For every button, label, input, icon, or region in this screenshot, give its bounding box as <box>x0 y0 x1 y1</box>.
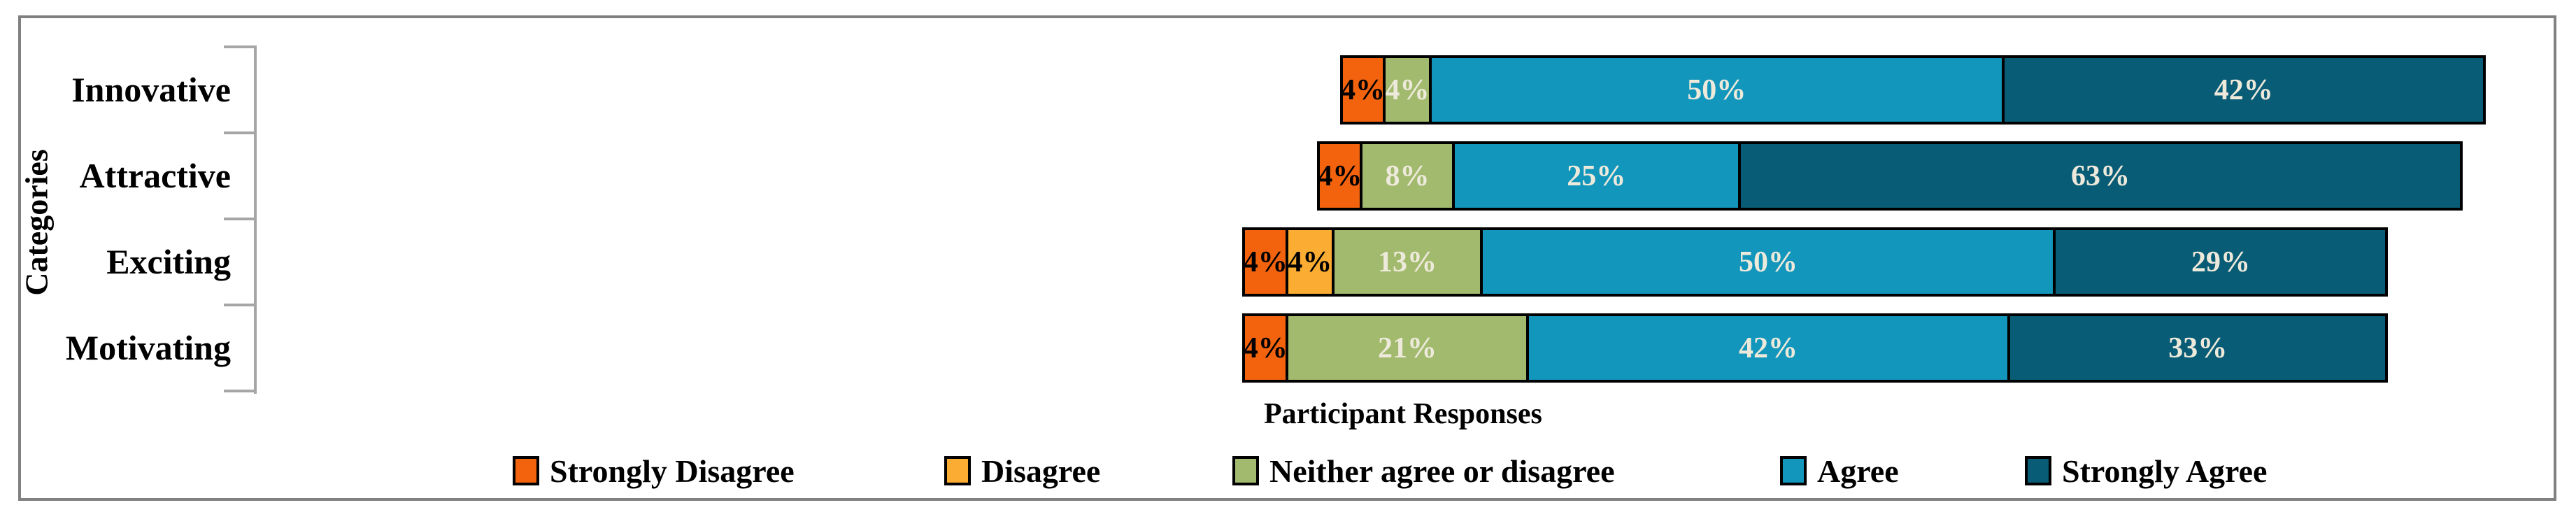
bar-segment-value: 13% <box>1377 246 1437 278</box>
bar-segment: 25% <box>1454 141 1741 211</box>
bar-segment-value: 4% <box>1385 73 1430 106</box>
bar-row-attractive: 4% 8% 25% 63% <box>1316 141 2463 211</box>
category-label-motivating: Motivating <box>65 328 231 367</box>
category-label-innovative: Innovative <box>71 70 231 109</box>
bar-row-motivating: 4% 21% 42% 33% <box>1242 313 2389 383</box>
bar-segment-value: 25% <box>1567 159 1626 192</box>
chart-frame <box>18 15 2556 501</box>
bar-segment-value: 8% <box>1385 159 1430 192</box>
y-axis-line <box>254 47 257 394</box>
legend-label: Agree <box>1817 453 1899 489</box>
legend-swatch-icon <box>944 456 971 485</box>
bar-segment: 50% <box>1483 227 2056 297</box>
bar-segment: 50% <box>1431 55 2005 125</box>
bar-segment-value: 33% <box>2168 332 2228 364</box>
y-axis-tick <box>224 390 257 392</box>
y-axis-tick <box>224 218 257 220</box>
bar-segment: 4% <box>1386 55 1432 125</box>
bar-segment: 42% <box>2004 55 2486 125</box>
legend-swatch-icon <box>1232 456 1259 485</box>
bar-segment: 8% <box>1362 141 1455 211</box>
bar-segment-value: 42% <box>1738 332 1798 364</box>
bar-segment-value: 4% <box>1340 73 1385 106</box>
x-axis-title: Participant Responses <box>1264 398 1542 430</box>
bar-segment: 63% <box>1741 141 2463 211</box>
bar-segment-value: 63% <box>2070 159 2130 192</box>
bar-segment: 4% <box>1288 227 1335 297</box>
y-axis-tick <box>224 45 257 48</box>
legend-item: Strongly Disagree <box>513 450 795 491</box>
bar-segment-value: 4% <box>1288 246 1332 278</box>
legend-label: Strongly Agree <box>2062 453 2268 489</box>
legend-item: Strongly Agree <box>2025 450 2267 491</box>
bar-segment-value: 50% <box>1738 246 1798 278</box>
bar-segment: 4% <box>1242 313 1288 383</box>
legend-label: Disagree <box>981 453 1101 489</box>
category-label-attractive: Attractive <box>79 156 231 195</box>
bar-segment: 4% <box>1316 141 1363 211</box>
bar-segment-value: 29% <box>2191 246 2250 278</box>
legend-item: Agree <box>1780 450 1899 491</box>
legend-label: Neither agree or disagree <box>1269 453 1615 489</box>
y-axis-tick <box>224 131 257 134</box>
bar-segment-value: 42% <box>2214 73 2273 106</box>
bar-segment: 42% <box>1528 313 2010 383</box>
bar-segment: 13% <box>1334 227 1483 297</box>
bar-segment-value: 4% <box>1243 246 1288 278</box>
bar-segment: 4% <box>1242 227 1288 297</box>
bar-segment: 21% <box>1288 313 1529 383</box>
bar-segment-value: 50% <box>1687 73 1746 106</box>
bar-segment: 29% <box>2056 227 2389 297</box>
y-axis-tick <box>224 304 257 306</box>
legend-swatch-icon <box>1780 456 1807 485</box>
category-label-exciting: Exciting <box>106 242 231 281</box>
bar-segment-value: 4% <box>1318 159 1362 192</box>
bar-segment-value: 4% <box>1243 332 1288 364</box>
legend-swatch-icon <box>513 456 539 485</box>
legend-label: Strongly Disagree <box>550 453 795 489</box>
legend-item: Disagree <box>944 450 1100 491</box>
bar-row-exciting: 4% 4% 13% 50% 29% <box>1242 227 2389 297</box>
legend-swatch-icon <box>2025 456 2051 485</box>
bar-segment: 33% <box>2009 313 2389 383</box>
bar-segment: 4% <box>1339 55 1386 125</box>
legend-item: Neither agree or disagree <box>1232 450 1615 491</box>
bar-segment-value: 21% <box>1377 332 1437 364</box>
bar-row-innovative: 4% 4% 50% 42% <box>1339 55 2486 125</box>
